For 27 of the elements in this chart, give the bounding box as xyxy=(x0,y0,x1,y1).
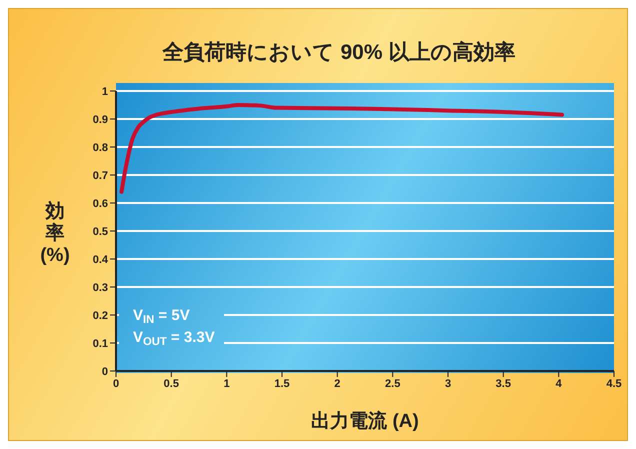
x-tick-label: 4 xyxy=(556,378,563,390)
x-tick-label: 2 xyxy=(334,378,340,390)
x-tick-label: 4.5 xyxy=(606,378,622,390)
y-axis-title: 効率 (%) xyxy=(40,200,70,266)
y-tick-label: 0.6 xyxy=(92,198,108,210)
y-tick-label: 0.5 xyxy=(92,226,108,238)
x-tick-label: 1.5 xyxy=(274,378,290,390)
line-series xyxy=(120,103,564,194)
y-tick-label: 0.8 xyxy=(92,142,108,154)
y-tick-label: 0 xyxy=(102,366,108,378)
x-tick-label: 3 xyxy=(444,378,452,390)
y-tick-label: 0.9 xyxy=(92,114,108,126)
y-tick-label: 0.1 xyxy=(92,338,108,350)
y-tick-label: 0.2 xyxy=(92,310,108,322)
x-tick-label: 2.5 xyxy=(385,378,400,390)
chart-title: 全負荷時において 90% 以上の高効率 xyxy=(162,40,516,64)
x-tick-label: 1 xyxy=(224,378,230,390)
y-tick-label: 0.4 xyxy=(92,254,109,266)
annotation: V$_{IN}$ = 5V xyxy=(133,307,190,326)
x-axis-title: 出力電流 (A) xyxy=(311,410,419,432)
y-tick-label: 1 xyxy=(102,86,108,98)
annotation: V$_{OUT}$ = 3.3V xyxy=(133,329,215,348)
y-tick-label: 0.3 xyxy=(92,282,108,294)
x-tick-label: 0 xyxy=(112,378,120,390)
x-tick-label: 3.5 xyxy=(496,378,511,390)
x-tick-label: 0.5 xyxy=(164,378,179,390)
y-tick-label: 0.7 xyxy=(92,170,108,182)
